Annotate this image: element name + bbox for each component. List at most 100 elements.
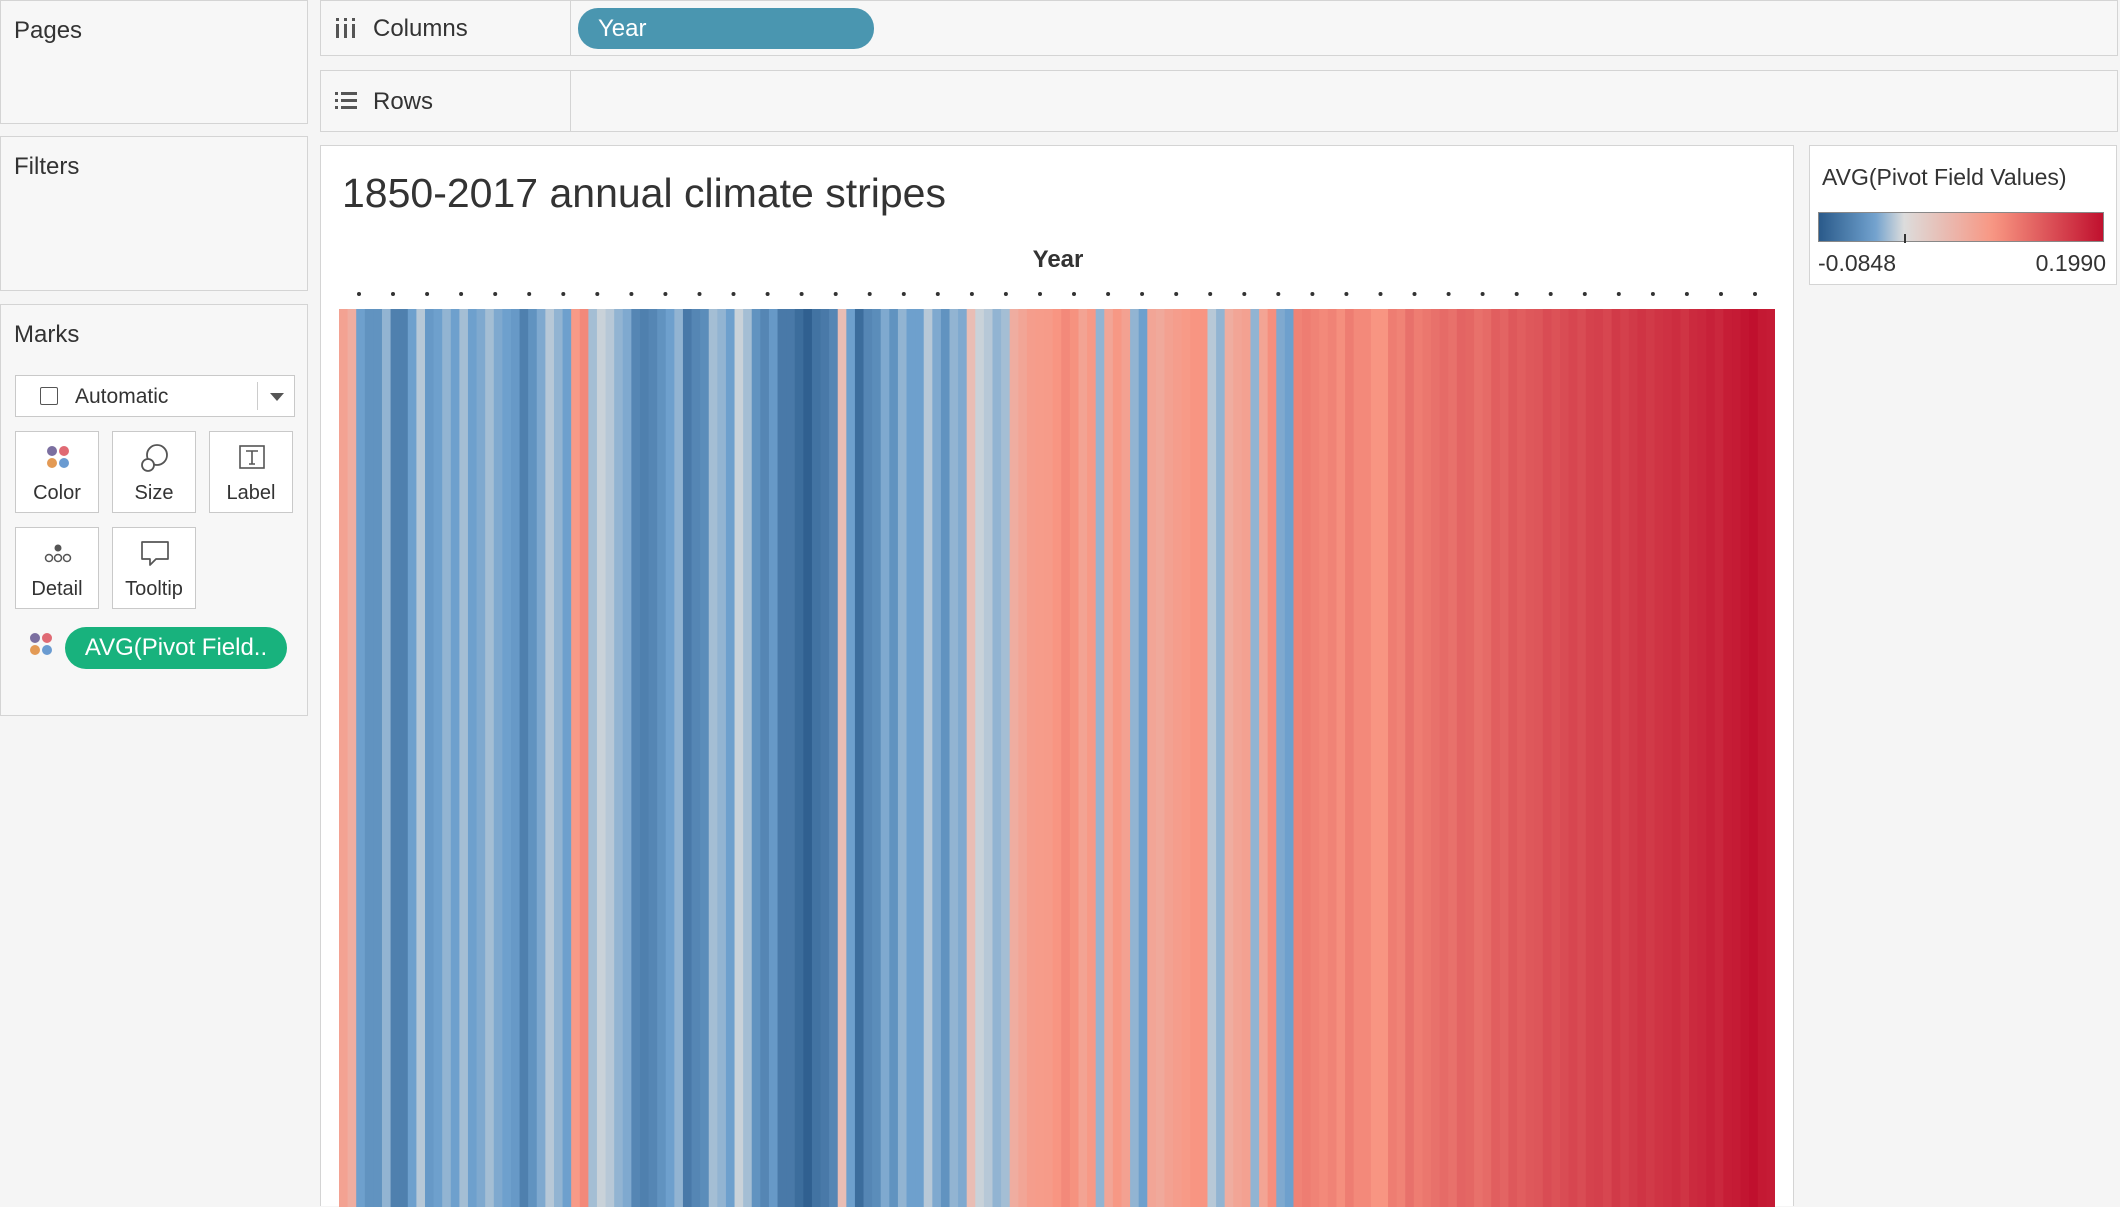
- pages-panel[interactable]: Pages: [0, 0, 308, 124]
- mark-type-dropdown[interactable]: Automatic: [15, 375, 295, 417]
- year-stripe[interactable]: [863, 309, 873, 1207]
- year-stripe[interactable]: [562, 309, 572, 1207]
- year-stripe[interactable]: [579, 309, 589, 1207]
- year-stripe[interactable]: [1130, 309, 1140, 1207]
- year-stripe[interactable]: [1714, 309, 1725, 1207]
- year-stripe[interactable]: [1517, 309, 1527, 1207]
- year-stripe[interactable]: [940, 309, 951, 1207]
- year-stripe[interactable]: [786, 309, 796, 1207]
- year-stripe[interactable]: [502, 309, 512, 1207]
- year-stripe[interactable]: [622, 309, 632, 1207]
- year-stripe[interactable]: [364, 309, 374, 1207]
- year-stripe[interactable]: [1680, 309, 1690, 1207]
- year-stripe[interactable]: [631, 309, 641, 1207]
- year-stripe[interactable]: [1431, 309, 1441, 1207]
- year-stripe[interactable]: [1749, 309, 1759, 1207]
- year-stripe[interactable]: [1087, 309, 1097, 1207]
- year-stripe[interactable]: [708, 309, 718, 1207]
- year-stripe[interactable]: [691, 309, 701, 1207]
- year-stripe[interactable]: [1740, 309, 1750, 1207]
- year-stripe[interactable]: [373, 309, 383, 1207]
- year-stripe[interactable]: [1654, 309, 1664, 1207]
- year-stripe[interactable]: [1336, 309, 1346, 1207]
- year-stripe[interactable]: [777, 309, 787, 1207]
- year-stripe[interactable]: [1061, 309, 1071, 1207]
- year-stripe[interactable]: [897, 309, 908, 1207]
- year-stripe[interactable]: [1663, 309, 1673, 1207]
- year-stripe[interactable]: [390, 309, 400, 1207]
- year-stripe[interactable]: [1190, 309, 1200, 1207]
- year-stripe[interactable]: [700, 309, 710, 1207]
- year-stripe[interactable]: [1456, 309, 1467, 1207]
- year-stripe[interactable]: [1448, 309, 1458, 1207]
- year-stripe[interactable]: [889, 309, 899, 1207]
- worksheet-view[interactable]: 1850-2017 annual climate stripes Year: [320, 145, 1794, 1207]
- year-stripe[interactable]: [1379, 309, 1389, 1207]
- year-stripe[interactable]: [682, 309, 693, 1207]
- size-button[interactable]: Size: [112, 431, 196, 513]
- year-stripe[interactable]: [1671, 309, 1682, 1207]
- chevron-down-icon[interactable]: [270, 393, 284, 401]
- year-stripe[interactable]: [932, 309, 942, 1207]
- rows-shelf[interactable]: Rows: [320, 70, 2118, 132]
- year-stripe[interactable]: [923, 309, 933, 1207]
- year-stripe[interactable]: [1302, 309, 1312, 1207]
- year-stripe[interactable]: [639, 309, 650, 1207]
- year-stripe[interactable]: [665, 309, 675, 1207]
- year-stripe[interactable]: [510, 309, 521, 1207]
- year-stripe[interactable]: [1181, 309, 1191, 1207]
- year-stripe[interactable]: [416, 309, 426, 1207]
- year-stripe[interactable]: [1353, 309, 1363, 1207]
- year-stripe[interactable]: [1138, 309, 1148, 1207]
- year-stripe[interactable]: [1198, 309, 1209, 1207]
- year-stripe[interactable]: [528, 309, 538, 1207]
- year-stripe[interactable]: [1388, 309, 1398, 1207]
- year-stripe[interactable]: [1620, 309, 1630, 1207]
- year-stripe[interactable]: [381, 309, 392, 1207]
- year-stripe[interactable]: [1362, 309, 1372, 1207]
- year-stripe[interactable]: [1628, 309, 1639, 1207]
- year-stripe[interactable]: [1155, 309, 1166, 1207]
- year-stripe[interactable]: [1095, 309, 1105, 1207]
- year-stripe[interactable]: [1164, 309, 1174, 1207]
- year-stripe[interactable]: [1250, 309, 1260, 1207]
- year-stripe[interactable]: [1766, 309, 1775, 1207]
- year-stripe[interactable]: [1009, 309, 1019, 1207]
- year-stripe[interactable]: [872, 309, 882, 1207]
- color-legend[interactable]: AVG(Pivot Field Values) -0.0848 0.1990: [1809, 145, 2117, 285]
- year-stripe[interactable]: [760, 309, 770, 1207]
- year-stripe[interactable]: [854, 309, 865, 1207]
- climate-stripes-chart[interactable]: [339, 286, 1775, 1207]
- year-stripe[interactable]: [906, 309, 916, 1207]
- year-stripe[interactable]: [1001, 309, 1011, 1207]
- year-stripe[interactable]: [975, 309, 985, 1207]
- year-stripe[interactable]: [648, 309, 658, 1207]
- year-stripe[interactable]: [794, 309, 804, 1207]
- year-stripe[interactable]: [915, 309, 925, 1207]
- year-stripe[interactable]: [1267, 309, 1277, 1207]
- year-stripe[interactable]: [1637, 309, 1647, 1207]
- year-stripe[interactable]: [1697, 309, 1707, 1207]
- year-stripe[interactable]: [1525, 309, 1535, 1207]
- year-stripe[interactable]: [1233, 309, 1243, 1207]
- year-stripe[interactable]: [614, 309, 624, 1207]
- detail-button[interactable]: Detail: [15, 527, 99, 609]
- year-stripe[interactable]: [1611, 309, 1621, 1207]
- year-stripe[interactable]: [605, 309, 615, 1207]
- year-stripe[interactable]: [734, 309, 744, 1207]
- year-stripe[interactable]: [588, 309, 598, 1207]
- year-stripe[interactable]: [1723, 309, 1733, 1207]
- year-stripe[interactable]: [545, 309, 555, 1207]
- year-stripe[interactable]: [1276, 309, 1286, 1207]
- filters-panel[interactable]: Filters: [0, 136, 308, 291]
- year-stripe[interactable]: [1327, 309, 1338, 1207]
- year-stripe[interactable]: [399, 309, 409, 1207]
- year-stripe[interactable]: [1259, 309, 1269, 1207]
- year-stripe[interactable]: [1732, 309, 1742, 1207]
- year-stripe[interactable]: [837, 309, 847, 1207]
- year-stripe[interactable]: [768, 309, 779, 1207]
- year-stripe[interactable]: [966, 309, 976, 1207]
- year-stripe[interactable]: [880, 309, 890, 1207]
- year-stripe[interactable]: [1689, 309, 1699, 1207]
- year-stripe[interactable]: [1026, 309, 1037, 1207]
